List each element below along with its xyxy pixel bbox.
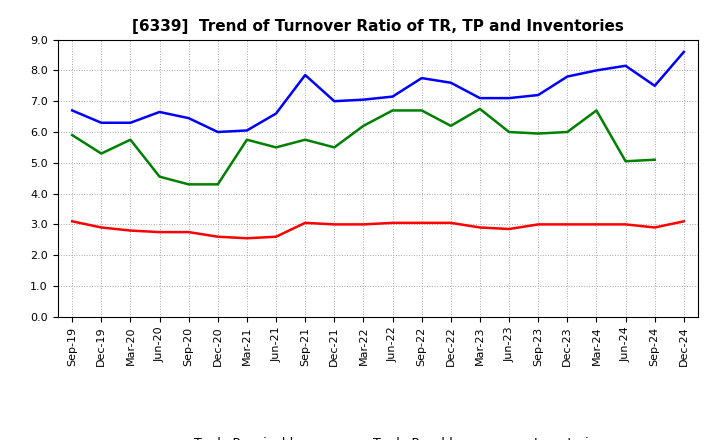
Trade Receivables [97, 225, 106, 230]
Inventories [563, 129, 572, 135]
Inventories [388, 108, 397, 113]
Trade Payables [97, 120, 106, 125]
Trade Payables [680, 49, 688, 55]
Trade Payables [68, 108, 76, 113]
Inventories [592, 108, 600, 113]
Trade Payables [184, 115, 193, 121]
Trade Receivables [563, 222, 572, 227]
Inventories [505, 129, 513, 135]
Trade Receivables [680, 219, 688, 224]
Inventories [330, 145, 338, 150]
Line: Inventories: Inventories [72, 109, 654, 184]
Trade Receivables [301, 220, 310, 225]
Trade Payables [621, 63, 630, 68]
Trade Receivables [476, 225, 485, 230]
Line: Trade Receivables: Trade Receivables [72, 221, 684, 238]
Inventories [621, 158, 630, 164]
Inventories [418, 108, 426, 113]
Title: [6339]  Trend of Turnover Ratio of TR, TP and Inventories: [6339] Trend of Turnover Ratio of TR, TP… [132, 19, 624, 34]
Trade Payables [476, 95, 485, 101]
Trade Receivables [359, 222, 368, 227]
Trade Payables [418, 75, 426, 81]
Trade Receivables [330, 222, 338, 227]
Trade Receivables [156, 230, 164, 235]
Inventories [476, 106, 485, 111]
Trade Receivables [621, 222, 630, 227]
Inventories [359, 123, 368, 128]
Inventories [446, 123, 455, 128]
Inventories [156, 174, 164, 180]
Trade Receivables [68, 219, 76, 224]
Trade Payables [213, 129, 222, 135]
Trade Receivables [184, 230, 193, 235]
Trade Payables [563, 74, 572, 79]
Inventories [243, 137, 251, 142]
Inventories [534, 131, 543, 136]
Trade Receivables [534, 222, 543, 227]
Trade Receivables [126, 228, 135, 233]
Inventories [126, 137, 135, 142]
Trade Payables [388, 94, 397, 99]
Inventories [213, 182, 222, 187]
Trade Payables [271, 111, 280, 116]
Trade Payables [446, 80, 455, 85]
Trade Receivables [650, 225, 659, 230]
Trade Receivables [388, 220, 397, 225]
Inventories [650, 157, 659, 162]
Trade Receivables [505, 226, 513, 231]
Trade Payables [505, 95, 513, 101]
Trade Payables [592, 68, 600, 73]
Trade Receivables [418, 220, 426, 225]
Trade Payables [359, 97, 368, 102]
Trade Payables [650, 83, 659, 88]
Inventories [97, 151, 106, 156]
Inventories [184, 182, 193, 187]
Trade Receivables [592, 222, 600, 227]
Legend: Trade Receivables, Trade Payables, Inventories: Trade Receivables, Trade Payables, Inven… [148, 432, 608, 440]
Trade Receivables [243, 235, 251, 241]
Trade Receivables [271, 234, 280, 239]
Trade Payables [126, 120, 135, 125]
Trade Payables [156, 109, 164, 114]
Trade Receivables [446, 220, 455, 225]
Inventories [68, 132, 76, 138]
Inventories [271, 145, 280, 150]
Trade Payables [534, 92, 543, 98]
Trade Receivables [213, 234, 222, 239]
Line: Trade Payables: Trade Payables [72, 52, 684, 132]
Trade Payables [330, 99, 338, 104]
Inventories [301, 137, 310, 142]
Trade Payables [301, 72, 310, 77]
Trade Payables [243, 128, 251, 133]
